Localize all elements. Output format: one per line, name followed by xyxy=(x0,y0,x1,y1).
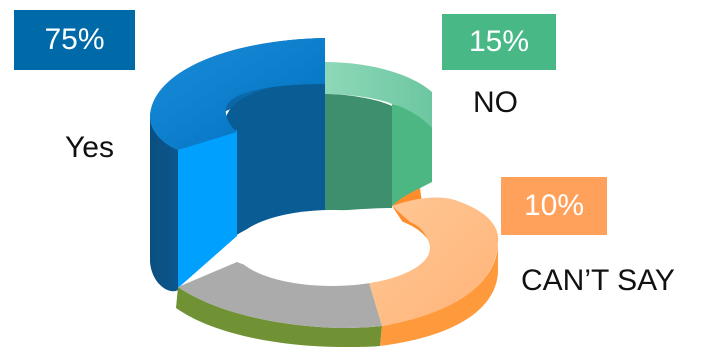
donut-hole xyxy=(234,210,430,286)
percent-label-yes: 75% xyxy=(44,23,105,56)
ring-bottom-side xyxy=(176,287,382,347)
percent-tag-cant-say: 10% xyxy=(501,177,607,235)
slice-yes-cut-face xyxy=(178,130,237,288)
slice-no-outer-wall xyxy=(392,104,432,206)
category-label-yes: Yes xyxy=(65,131,114,164)
ring-bottom-top xyxy=(178,262,382,328)
slice-no-back-wall xyxy=(325,94,392,212)
percent-label-cant-say: 10% xyxy=(523,189,585,222)
slice-cant-say-outer-wall xyxy=(380,238,499,346)
percent-tag-yes: 75% xyxy=(14,10,135,70)
percent-tag-no: 15% xyxy=(442,14,556,70)
slice-yes xyxy=(150,38,325,150)
percent-label-no: 15% xyxy=(468,25,530,58)
slice-yes-inner-wall xyxy=(225,82,325,236)
slice-cant-say xyxy=(368,197,499,326)
category-label-cant-say: CAN’T SAY xyxy=(521,264,675,297)
category-label-no: NO xyxy=(473,86,518,119)
slice-no xyxy=(325,62,432,128)
